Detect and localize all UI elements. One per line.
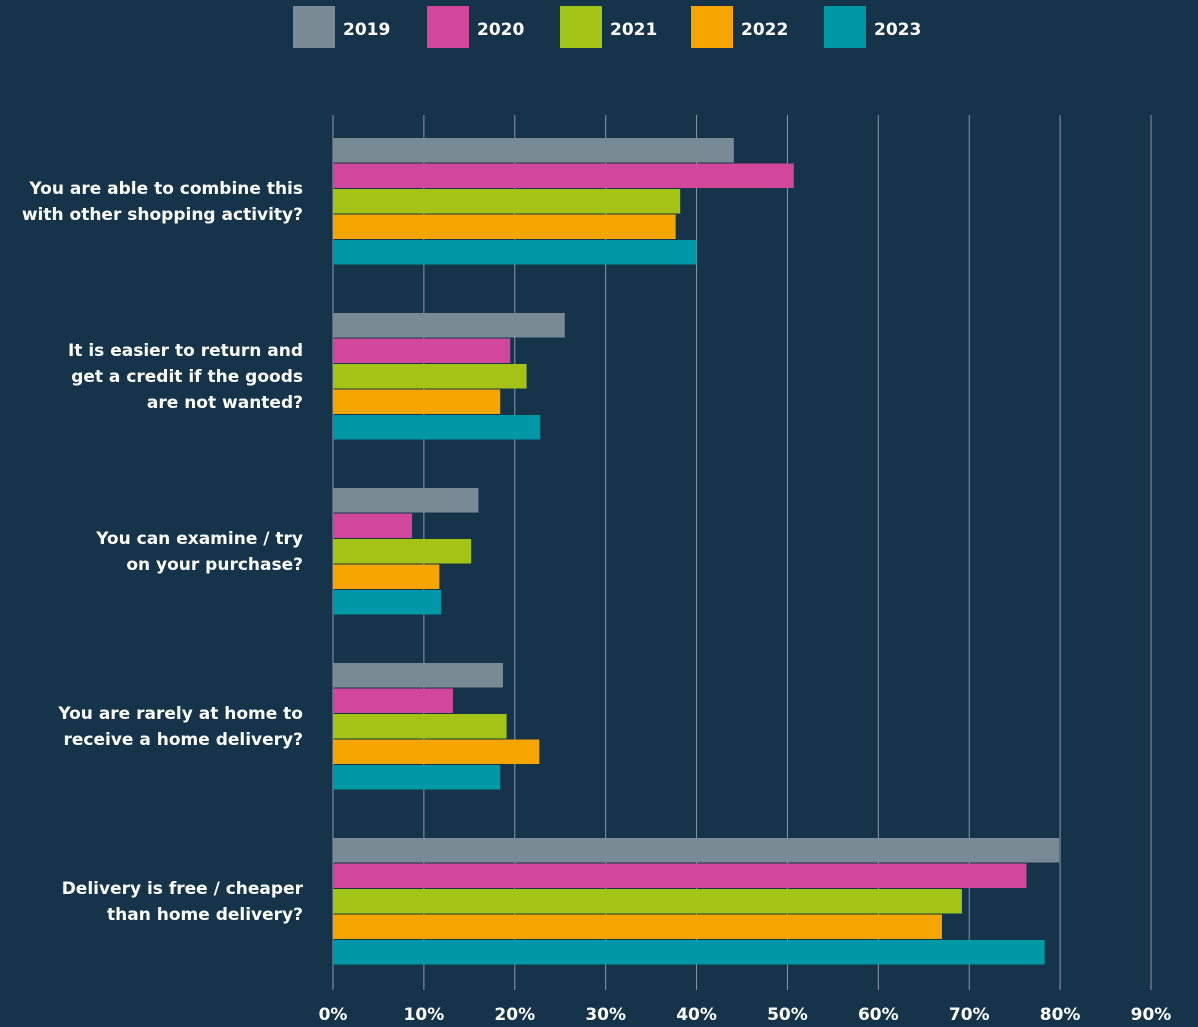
x-tick-label: 0% <box>319 1005 348 1025</box>
bar <box>333 914 942 939</box>
bar <box>333 539 472 564</box>
legend-label: 2022 <box>741 20 788 40</box>
bar <box>333 863 1027 888</box>
bar <box>333 214 676 239</box>
bar <box>333 714 507 739</box>
bar <box>333 163 794 188</box>
y-tick-label: Delivery is free / cheaper <box>62 879 304 899</box>
legend-swatch <box>427 6 469 48</box>
x-tick-label: 20% <box>494 1005 535 1025</box>
x-tick-label: 30% <box>585 1005 626 1025</box>
bar <box>333 338 511 363</box>
legend-label: 2023 <box>874 20 921 40</box>
bar <box>333 488 479 513</box>
legend-swatch <box>293 6 335 48</box>
bar <box>333 364 527 389</box>
bar <box>333 240 697 265</box>
y-tick-label: You can examine / try <box>95 529 303 549</box>
legend-swatch <box>824 6 866 48</box>
bar <box>333 590 442 615</box>
y-tick-label: You are able to combine this <box>28 179 303 199</box>
x-tick-label: 50% <box>767 1005 808 1025</box>
bar <box>333 564 440 589</box>
bar <box>333 739 540 764</box>
bar <box>333 415 541 440</box>
legend-swatch <box>560 6 602 48</box>
bar <box>333 663 503 688</box>
bar <box>333 688 453 713</box>
legend-label: 2021 <box>610 20 657 40</box>
x-tick-label: 80% <box>1040 1005 1081 1025</box>
bar <box>333 838 1060 863</box>
x-tick-label: 90% <box>1131 1005 1172 1025</box>
bar <box>333 189 681 214</box>
x-tick-label: 10% <box>404 1005 445 1025</box>
y-tick-label: get a credit if the goods <box>71 367 303 387</box>
legend-label: 2019 <box>343 20 390 40</box>
x-tick-label: 40% <box>676 1005 717 1025</box>
y-tick-label: You are rarely at home to <box>57 704 303 724</box>
x-tick-label: 70% <box>949 1005 990 1025</box>
legend-swatch <box>691 6 733 48</box>
y-tick-label: receive a home delivery? <box>63 730 303 750</box>
bar <box>333 889 962 914</box>
bar <box>333 313 565 338</box>
y-tick-label: with other shopping activity? <box>22 205 303 225</box>
legend-label: 2020 <box>477 20 524 40</box>
bar <box>333 940 1045 965</box>
y-tick-label: than home delivery? <box>107 905 303 925</box>
x-tick-label: 60% <box>858 1005 899 1025</box>
y-tick-label: are not wanted? <box>147 393 303 413</box>
y-tick-label: on your purchase? <box>126 555 303 575</box>
bar <box>333 389 501 414</box>
y-tick-label: It is easier to return and <box>68 341 303 361</box>
bar <box>333 765 501 790</box>
bar <box>333 513 413 538</box>
bar <box>333 138 734 163</box>
